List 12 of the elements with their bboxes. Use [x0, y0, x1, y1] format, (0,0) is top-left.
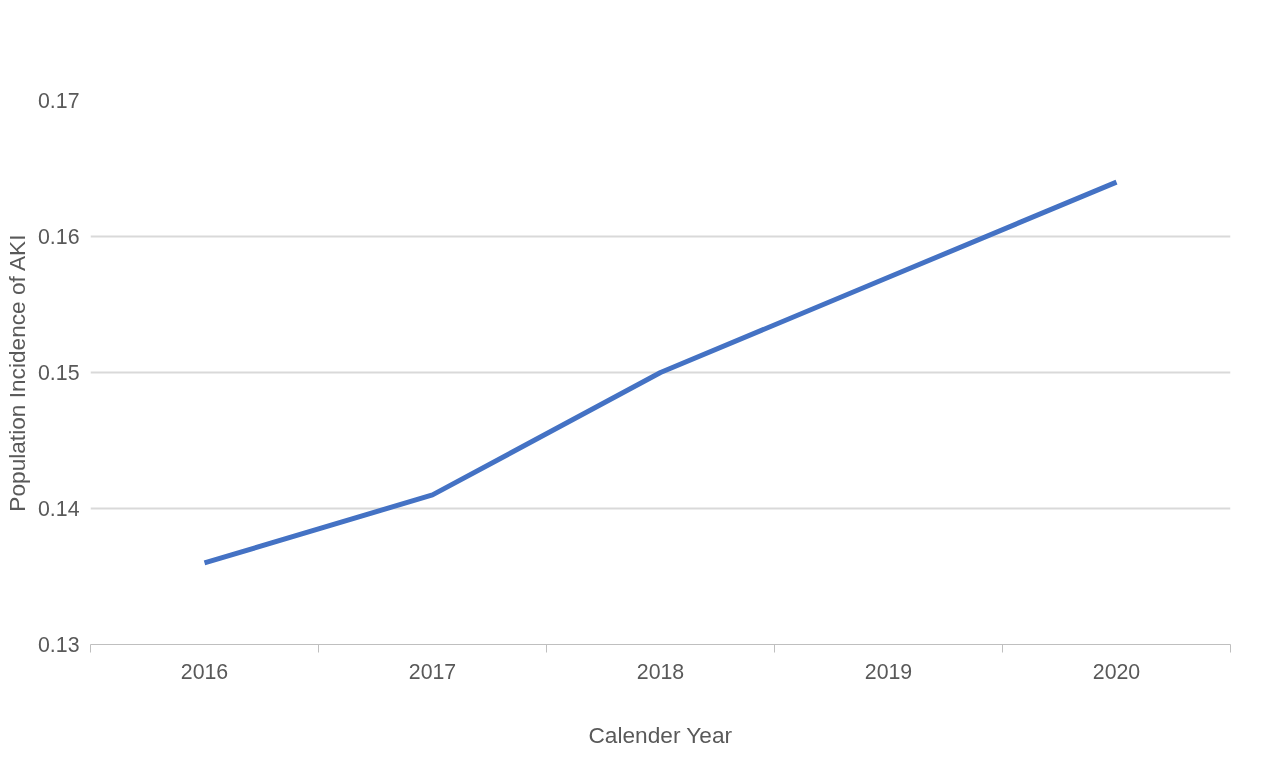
x-axis-title: Calender Year	[588, 721, 733, 748]
y-tick-label: 0.17	[37, 89, 80, 113]
x-tick-label: 2017	[408, 659, 457, 684]
x-tick-label: 2016	[180, 659, 229, 684]
y-axis-title: Population Incidence of AKI	[3, 234, 30, 512]
y-tick-label: 0.16	[37, 225, 80, 249]
y-tick-label: 0.15	[37, 361, 80, 385]
x-tick-label: 2020	[1092, 659, 1141, 684]
x-tick-label: 2019	[864, 659, 913, 684]
y-tick-label: 0.13	[37, 633, 80, 657]
x-tick-label: 2018	[636, 659, 685, 684]
y-tick-label: 0.14	[37, 497, 80, 521]
